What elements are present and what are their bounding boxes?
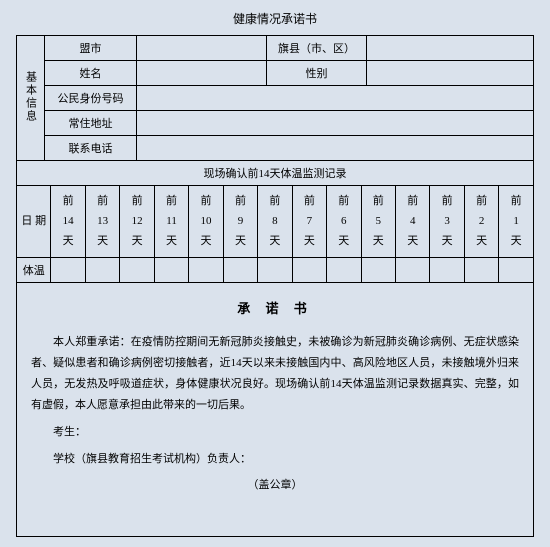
name-label: 姓名 — [45, 61, 137, 86]
seal-label: （盖公章） — [31, 475, 519, 496]
phone-label: 联系电话 — [45, 136, 137, 161]
day-col-6: 前8天 — [258, 186, 292, 258]
day-col-3: 前11天 — [154, 186, 188, 258]
temp-value-2[interactable] — [120, 258, 154, 283]
date-label: 日 期 — [17, 186, 51, 258]
commitment-body: 本人郑重承诺：在疫情防控期间无新冠肺炎接触史，未被确诊为新冠肺炎确诊病例、无症状… — [31, 332, 519, 416]
address-label: 常住地址 — [45, 111, 137, 136]
examinee-signature-label: 考生： — [31, 422, 519, 443]
temp-label: 体温 — [17, 258, 51, 283]
day-col-8: 前6天 — [327, 186, 361, 258]
day-col-2: 前12天 — [120, 186, 154, 258]
city-label: 盟市 — [45, 36, 137, 61]
temp-value-6[interactable] — [258, 258, 292, 283]
temp-value-9[interactable] — [361, 258, 395, 283]
day-col-1: 前13天 — [85, 186, 119, 258]
temp-value-1[interactable] — [85, 258, 119, 283]
temp-value-0[interactable] — [51, 258, 85, 283]
temperature-table: 现场确认前14天体温监测记录 日 期 前14天 前13天 前12天 前11天 前… — [16, 160, 534, 283]
temp-value-4[interactable] — [189, 258, 223, 283]
school-signature-label: 学校（旗县教育招生考试机构）负责人： — [31, 449, 519, 470]
day-col-7: 前7天 — [292, 186, 326, 258]
id-label: 公民身份号码 — [45, 86, 137, 111]
temp-value-7[interactable] — [292, 258, 326, 283]
basic-info-table: 基本信息 盟市 旗县（市、区） 姓名 性别 公民身份号码 常住地址 联系电话 — [16, 35, 534, 161]
city-value[interactable] — [137, 36, 267, 61]
commitment-section: 承 诺 书 本人郑重承诺：在疫情防控期间无新冠肺炎接触史，未被确诊为新冠肺炎确诊… — [16, 283, 534, 537]
temp-value-10[interactable] — [395, 258, 429, 283]
day-col-12: 前2天 — [464, 186, 498, 258]
day-col-5: 前9天 — [223, 186, 257, 258]
day-col-0: 前14天 — [51, 186, 85, 258]
temp-value-8[interactable] — [327, 258, 361, 283]
day-col-11: 前3天 — [430, 186, 464, 258]
day-col-10: 前4天 — [395, 186, 429, 258]
gender-value[interactable] — [367, 61, 534, 86]
county-label: 旗县（市、区） — [267, 36, 367, 61]
address-value[interactable] — [137, 111, 534, 136]
commitment-title: 承 诺 书 — [31, 297, 519, 322]
temp-value-13[interactable] — [499, 258, 534, 283]
temp-value-5[interactable] — [223, 258, 257, 283]
page-title: 健康情况承诺书 — [16, 8, 534, 27]
basic-info-section-label: 基本信息 — [17, 36, 45, 161]
gender-label: 性别 — [267, 61, 367, 86]
day-col-4: 前10天 — [189, 186, 223, 258]
day-col-13: 前1天 — [499, 186, 534, 258]
phone-value[interactable] — [137, 136, 534, 161]
temp-value-12[interactable] — [464, 258, 498, 283]
county-value[interactable] — [367, 36, 534, 61]
temp-value-3[interactable] — [154, 258, 188, 283]
id-value[interactable] — [137, 86, 534, 111]
temp-value-11[interactable] — [430, 258, 464, 283]
page: 健康情况承诺书 基本信息 盟市 旗县（市、区） 姓名 性别 公民身份号码 — [0, 0, 550, 545]
name-value[interactable] — [137, 61, 267, 86]
temperature-header: 现场确认前14天体温监测记录 — [17, 161, 534, 186]
day-col-9: 前5天 — [361, 186, 395, 258]
